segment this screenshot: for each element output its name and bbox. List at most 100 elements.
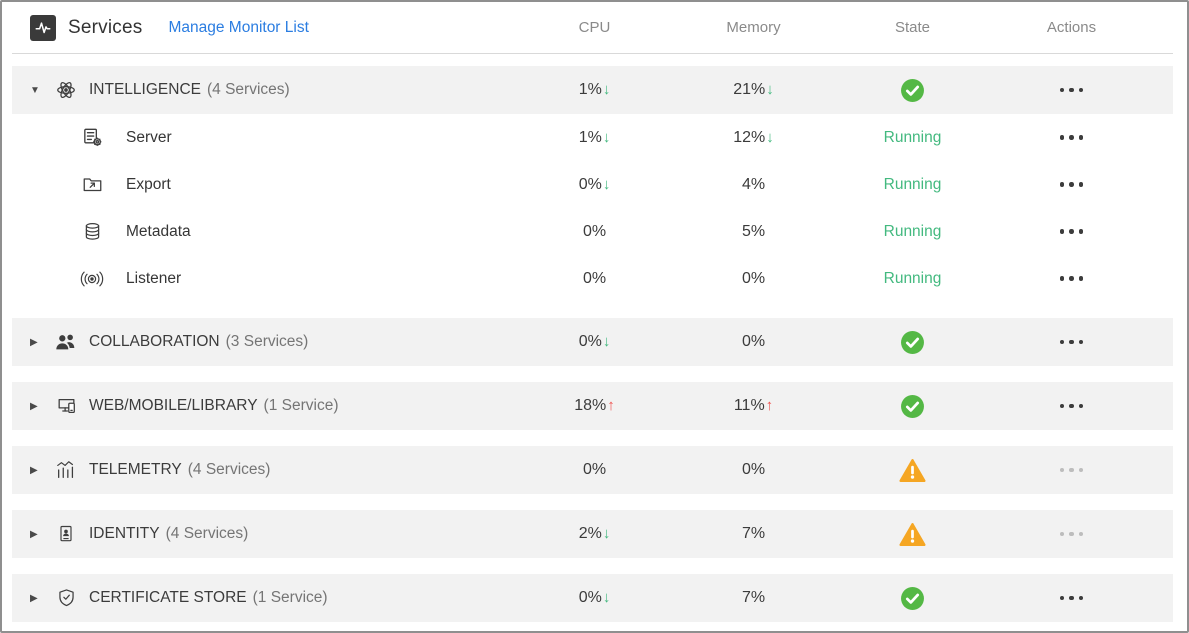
- service-count-label: (4 Services): [206, 81, 290, 98]
- service-count-label: (4 Services): [165, 525, 249, 542]
- actions-cell: [992, 590, 1151, 607]
- name-cell: ▼ INTELLIGENCE (4 Services): [12, 78, 515, 102]
- actions-menu-button[interactable]: [1054, 82, 1090, 99]
- state-warning-triangle-icon: [833, 458, 992, 483]
- actions-menu-button[interactable]: [1054, 334, 1090, 351]
- memory-percent: 0%: [741, 269, 766, 287]
- row-name: Listener: [126, 269, 182, 287]
- group-row-certificate-store: ▶ CERTIFICATE STORE (1 Service) 0%↓ 7%: [12, 574, 1173, 622]
- service-row-listener: Listener 0% 0% Running: [12, 255, 1173, 302]
- cpu-percent: 18%: [574, 397, 607, 414]
- listener-broadcast-icon: [80, 267, 104, 291]
- cpu-percent: 0%: [582, 269, 607, 287]
- state-ok-check-icon: [833, 586, 992, 611]
- trend-down-arrow-icon: ↓: [766, 128, 774, 146]
- actions-menu-button[interactable]: [1054, 462, 1090, 479]
- cpu-value: 2%↓: [515, 525, 674, 543]
- cpu-percent: 2%: [578, 525, 602, 542]
- cpu-value: 0%: [515, 461, 674, 479]
- state-running-label: Running: [833, 270, 992, 288]
- running-label: Running: [883, 222, 942, 240]
- trend-down-arrow-icon: ↓: [602, 333, 611, 350]
- server-gear-icon: [80, 126, 104, 150]
- cpu-percent: 0%: [578, 175, 602, 193]
- trend-down-arrow-icon: ↓: [602, 589, 611, 606]
- name-cell: Export: [12, 173, 515, 197]
- service-count-label: (3 Services): [225, 333, 309, 350]
- memory-percent: 12%: [733, 128, 766, 146]
- name-cell: ▶ IDENTITY (4 Services): [12, 522, 515, 546]
- expand-expander-icon[interactable]: ▶: [30, 528, 38, 540]
- cpu-percent: 0%: [578, 589, 602, 606]
- state-ok-check-icon: [833, 330, 992, 355]
- state-running-label: Running: [833, 129, 992, 147]
- cpu-value: 1%↓: [515, 129, 674, 147]
- cpu-value: 1%↓: [515, 81, 674, 99]
- actions-menu-button[interactable]: [1054, 223, 1090, 240]
- memory-value: 7%: [674, 525, 833, 543]
- actions-cell: [992, 129, 1151, 146]
- trend-up-arrow-icon: ↑: [765, 397, 774, 414]
- database-icon: [80, 220, 104, 244]
- memory-value: 4%: [674, 176, 833, 194]
- row-name: TELEMETRY: [89, 461, 182, 478]
- state-ok-check-icon: [833, 394, 992, 419]
- header-title-group: Services Manage Monitor List: [12, 14, 515, 41]
- memory-percent: 5%: [741, 222, 766, 240]
- group-row-collaboration: ▶ COLLABORATION (3 Services) 0%↓ 0%: [12, 318, 1173, 366]
- service-row-metadata: Metadata 0% 5% Running: [12, 208, 1173, 255]
- actions-cell: [992, 334, 1151, 351]
- group-row-web-mobile-library: ▶ WEB/MOBILE/LIBRARY (1 Service) 18%↑ 11%↑: [12, 382, 1173, 430]
- actions-cell: [992, 270, 1151, 287]
- name-cell: ▶ TELEMETRY (4 Services): [12, 458, 515, 482]
- actions-menu-button[interactable]: [1054, 129, 1090, 146]
- row-name: Export: [126, 175, 171, 193]
- state-running-label: Running: [833, 223, 992, 241]
- row-name: Server: [126, 128, 172, 146]
- trend-down-arrow-icon: ↓: [602, 81, 611, 98]
- expand-expander-icon[interactable]: ▶: [30, 400, 38, 412]
- memory-percent: 21%: [733, 81, 766, 98]
- column-header-actions: Actions: [1046, 19, 1097, 36]
- expand-expander-icon[interactable]: ▶: [30, 592, 38, 604]
- memory-value: 11%↑: [674, 397, 833, 415]
- cpu-value: 0%↓: [515, 333, 674, 351]
- expand-expander-icon[interactable]: ▶: [30, 464, 38, 476]
- actions-menu-button[interactable]: [1054, 398, 1090, 415]
- collapse-expander-icon[interactable]: ▼: [30, 84, 40, 96]
- memory-value: 0%: [674, 333, 833, 351]
- state-running-label: Running: [833, 176, 992, 194]
- actions-menu-button[interactable]: [1054, 270, 1090, 287]
- service-row-server: Server 1%↓ 12%↓ Running: [12, 114, 1173, 161]
- cpu-value: 0%: [515, 270, 674, 288]
- column-header-state: State: [894, 19, 931, 36]
- memory-value: 0%: [674, 461, 833, 479]
- trend-down-arrow-icon: ↓: [602, 525, 611, 542]
- activity-pulse-icon: [30, 14, 56, 41]
- cpu-percent: 0%: [582, 222, 607, 240]
- service-row-export: Export 0%↓ 4% Running: [12, 161, 1173, 208]
- expand-expander-icon[interactable]: ▶: [30, 336, 38, 348]
- actions-cell: [992, 462, 1151, 479]
- manage-monitor-list-link[interactable]: Manage Monitor List: [168, 18, 309, 36]
- people-icon: [54, 330, 78, 354]
- state-ok-check-icon: [833, 78, 992, 103]
- actions-cell: [992, 223, 1151, 240]
- actions-menu-button[interactable]: [1054, 590, 1090, 607]
- actions-menu-button[interactable]: [1054, 526, 1090, 543]
- certificate-shield-icon: [54, 586, 78, 610]
- cpu-percent: 0%: [582, 461, 607, 478]
- actions-cell: [992, 398, 1151, 415]
- actions-menu-button[interactable]: [1054, 176, 1090, 193]
- header: Services Manage Monitor List CPU Memory …: [12, 2, 1173, 54]
- actions-cell: [992, 176, 1151, 193]
- group-row-intelligence: ▼ INTELLIGENCE (4 Services) 1%↓ 21% ↓: [12, 66, 1173, 114]
- running-label: Running: [883, 269, 942, 287]
- state-warning-triangle-icon: [833, 522, 992, 547]
- cpu-value: 18%↑: [515, 397, 674, 415]
- memory-percent: 0%: [741, 333, 766, 350]
- trend-down-arrow-icon: ↓: [602, 175, 611, 193]
- row-name: WEB/MOBILE/LIBRARY: [89, 397, 258, 414]
- column-header-memory: Memory: [726, 19, 781, 36]
